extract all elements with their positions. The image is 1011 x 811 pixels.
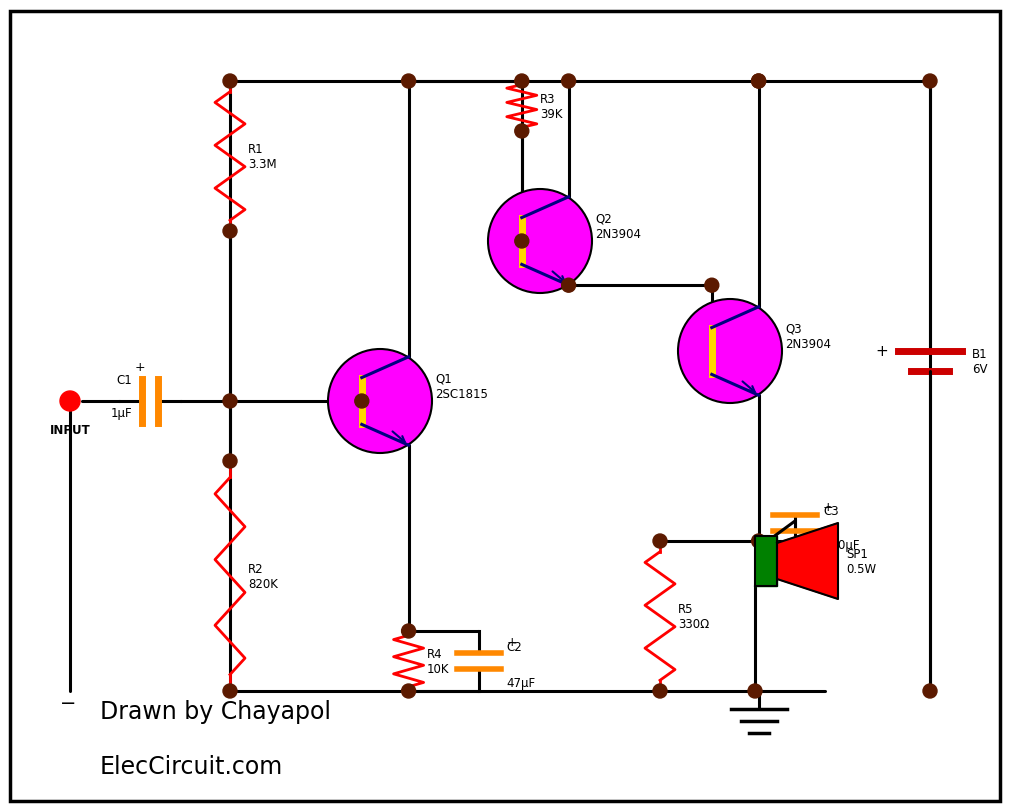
Text: B1
6V: B1 6V — [971, 348, 987, 375]
Text: INPUT: INPUT — [50, 423, 90, 436]
Circle shape — [487, 190, 591, 294]
Text: Q3
2N3904: Q3 2N3904 — [785, 323, 830, 350]
Circle shape — [401, 684, 416, 698]
Circle shape — [751, 75, 765, 89]
Circle shape — [677, 299, 782, 404]
Text: C1: C1 — [116, 374, 131, 387]
Text: R5
330Ω: R5 330Ω — [677, 603, 709, 630]
Text: R3
39K: R3 39K — [539, 93, 562, 121]
Circle shape — [60, 392, 80, 411]
Text: 1μF: 1μF — [110, 406, 131, 419]
Circle shape — [401, 624, 416, 638]
Circle shape — [561, 75, 575, 89]
Bar — [754, 536, 776, 586]
Circle shape — [561, 279, 575, 293]
Text: −: − — [60, 693, 76, 712]
Text: C2: C2 — [507, 640, 522, 653]
Circle shape — [401, 75, 416, 89]
Text: R2
820K: R2 820K — [248, 562, 278, 590]
Text: +: + — [507, 635, 517, 648]
Circle shape — [222, 394, 237, 409]
Circle shape — [222, 454, 237, 469]
Text: Q2
2N3904: Q2 2N3904 — [594, 212, 640, 241]
Circle shape — [222, 225, 237, 238]
Text: +: + — [822, 500, 833, 513]
Circle shape — [515, 75, 529, 89]
Circle shape — [652, 534, 666, 548]
Circle shape — [922, 684, 936, 698]
Circle shape — [515, 234, 529, 249]
Text: R1
3.3M: R1 3.3M — [248, 143, 276, 171]
Circle shape — [751, 534, 765, 548]
Text: C3: C3 — [822, 504, 838, 517]
Text: SP1
0.5W: SP1 0.5W — [845, 547, 876, 575]
Circle shape — [222, 684, 237, 698]
Circle shape — [704, 279, 718, 293]
Polygon shape — [776, 523, 837, 599]
Text: Drawn by Chayapol: Drawn by Chayapol — [100, 699, 331, 723]
Text: R4
10K: R4 10K — [427, 647, 449, 676]
Text: 220μF: 220μF — [822, 539, 858, 551]
Text: +: + — [134, 361, 146, 374]
Text: ElecCircuit.com: ElecCircuit.com — [100, 754, 283, 778]
Circle shape — [222, 75, 237, 89]
Circle shape — [515, 125, 529, 139]
Text: +: + — [875, 344, 887, 359]
Text: 47μF: 47μF — [507, 676, 535, 689]
Circle shape — [747, 684, 761, 698]
Circle shape — [355, 394, 368, 409]
Circle shape — [751, 75, 765, 89]
Text: Q1
2SC1815: Q1 2SC1815 — [435, 372, 487, 401]
Circle shape — [922, 75, 936, 89]
Circle shape — [652, 684, 666, 698]
Circle shape — [328, 350, 432, 453]
